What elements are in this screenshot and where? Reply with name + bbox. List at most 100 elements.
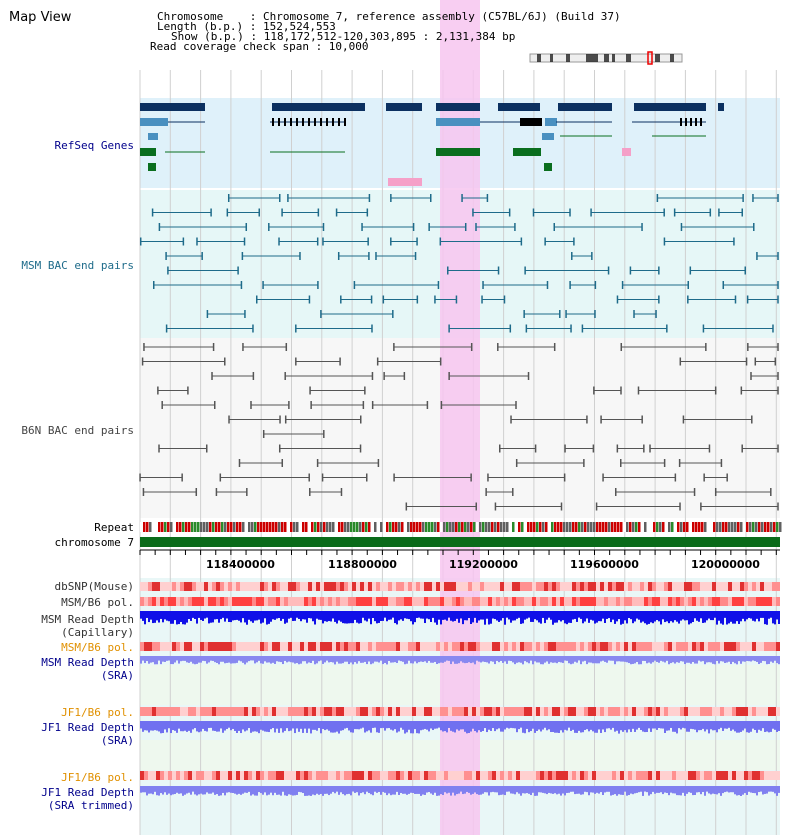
heat-strip [648,771,652,780]
depth-bar [218,721,220,732]
depth-bar [616,611,618,622]
heat-strip [276,771,280,780]
heat-strip [772,771,776,780]
depth-bar [212,786,214,793]
heat-strip [364,597,368,606]
depth-bar [690,786,692,793]
depth-bar [506,721,508,728]
depth-bar [474,611,476,618]
depth-bar [142,721,144,732]
heat-strip [492,642,496,651]
heat-strip [320,707,324,716]
depth-bar [508,786,510,792]
track-label-dbsnp: dbSNP(Mouse) [54,580,134,593]
depth-bar [670,721,672,728]
heat-strip [168,707,172,716]
depth-bar [742,656,744,662]
heat-strip [220,582,224,591]
depth-bar [228,656,230,663]
depth-bar [582,611,584,624]
depth-bar [652,786,654,792]
depth-bar [282,656,284,665]
heat-strip [528,707,532,716]
depth-bar [752,611,754,621]
depth-bar [592,786,594,793]
chromosome-ideogram[interactable] [530,53,682,63]
heat-strip [604,597,608,606]
heat-strip [176,597,180,606]
depth-bar [608,656,610,661]
depth-bar [496,721,498,730]
heat-strip [180,771,184,780]
depth-bar [476,611,478,623]
depth-bar [182,721,184,732]
heat-strip [748,597,752,606]
heat-strip [488,771,492,780]
heat-strip [696,771,700,780]
depth-bar [294,721,296,734]
depth-bar [246,786,248,793]
depth-bar [260,786,262,794]
heat-strip [360,771,364,780]
depth-bar [478,656,480,662]
depth-bar [668,611,670,624]
depth-bar [314,611,316,625]
heat-strip [256,597,260,606]
depth-bar [458,656,460,664]
heat-strip [572,642,576,651]
depth-bar [232,786,234,794]
depth-bar [538,656,540,663]
exon [700,118,702,126]
depth-bar [760,721,762,731]
depth-bar [778,611,780,624]
exon [680,118,682,126]
repeat-mark [146,522,149,532]
depth-bar [230,611,232,623]
depth-bar [182,786,184,796]
depth-bar [460,786,462,792]
depth-bar [354,786,356,793]
repeat-mark [434,522,437,532]
track-label-refseq[interactable]: RefSeq Genes [54,139,134,152]
heat-strip [224,642,228,651]
heat-strip [584,582,588,591]
heat-strip [300,771,304,780]
depth-bar [732,656,734,662]
repeat-mark [374,522,377,532]
depth-bar [462,656,464,663]
depth-bar [454,656,456,664]
depth-bar [468,611,470,619]
depth-bar [738,721,740,733]
heat-strip [252,707,256,716]
heat-strip [600,597,604,606]
repeat-mark [464,522,467,532]
heat-strip [524,582,528,591]
depth-bar [592,656,594,664]
heat-strip [208,642,212,651]
depth-bar [254,721,256,732]
depth-bar [656,786,658,793]
depth-bar [730,786,732,793]
depth-bar [736,656,738,665]
heat-strip [524,597,528,606]
depth-bar [722,611,724,625]
depth-bar [144,721,146,731]
heat-strip [444,642,448,651]
depth-bar [602,721,604,730]
heat-strip [268,597,272,606]
track-label-b6n-bac[interactable]: B6N BAC end pairs [21,424,134,437]
depth-bar [594,721,596,733]
track-label-msm-bac[interactable]: MSM BAC end pairs [21,259,134,272]
depth-bar [774,786,776,794]
repeat-mark [641,522,644,532]
depth-bar [698,656,700,661]
depth-bar [612,656,614,661]
heat-strip [292,597,296,606]
depth-bar [546,611,548,620]
heat-strip [724,597,728,606]
heat-strip [772,597,776,606]
depth-bar [316,786,318,794]
heat-strip [268,642,272,651]
heat-strip [380,582,384,591]
